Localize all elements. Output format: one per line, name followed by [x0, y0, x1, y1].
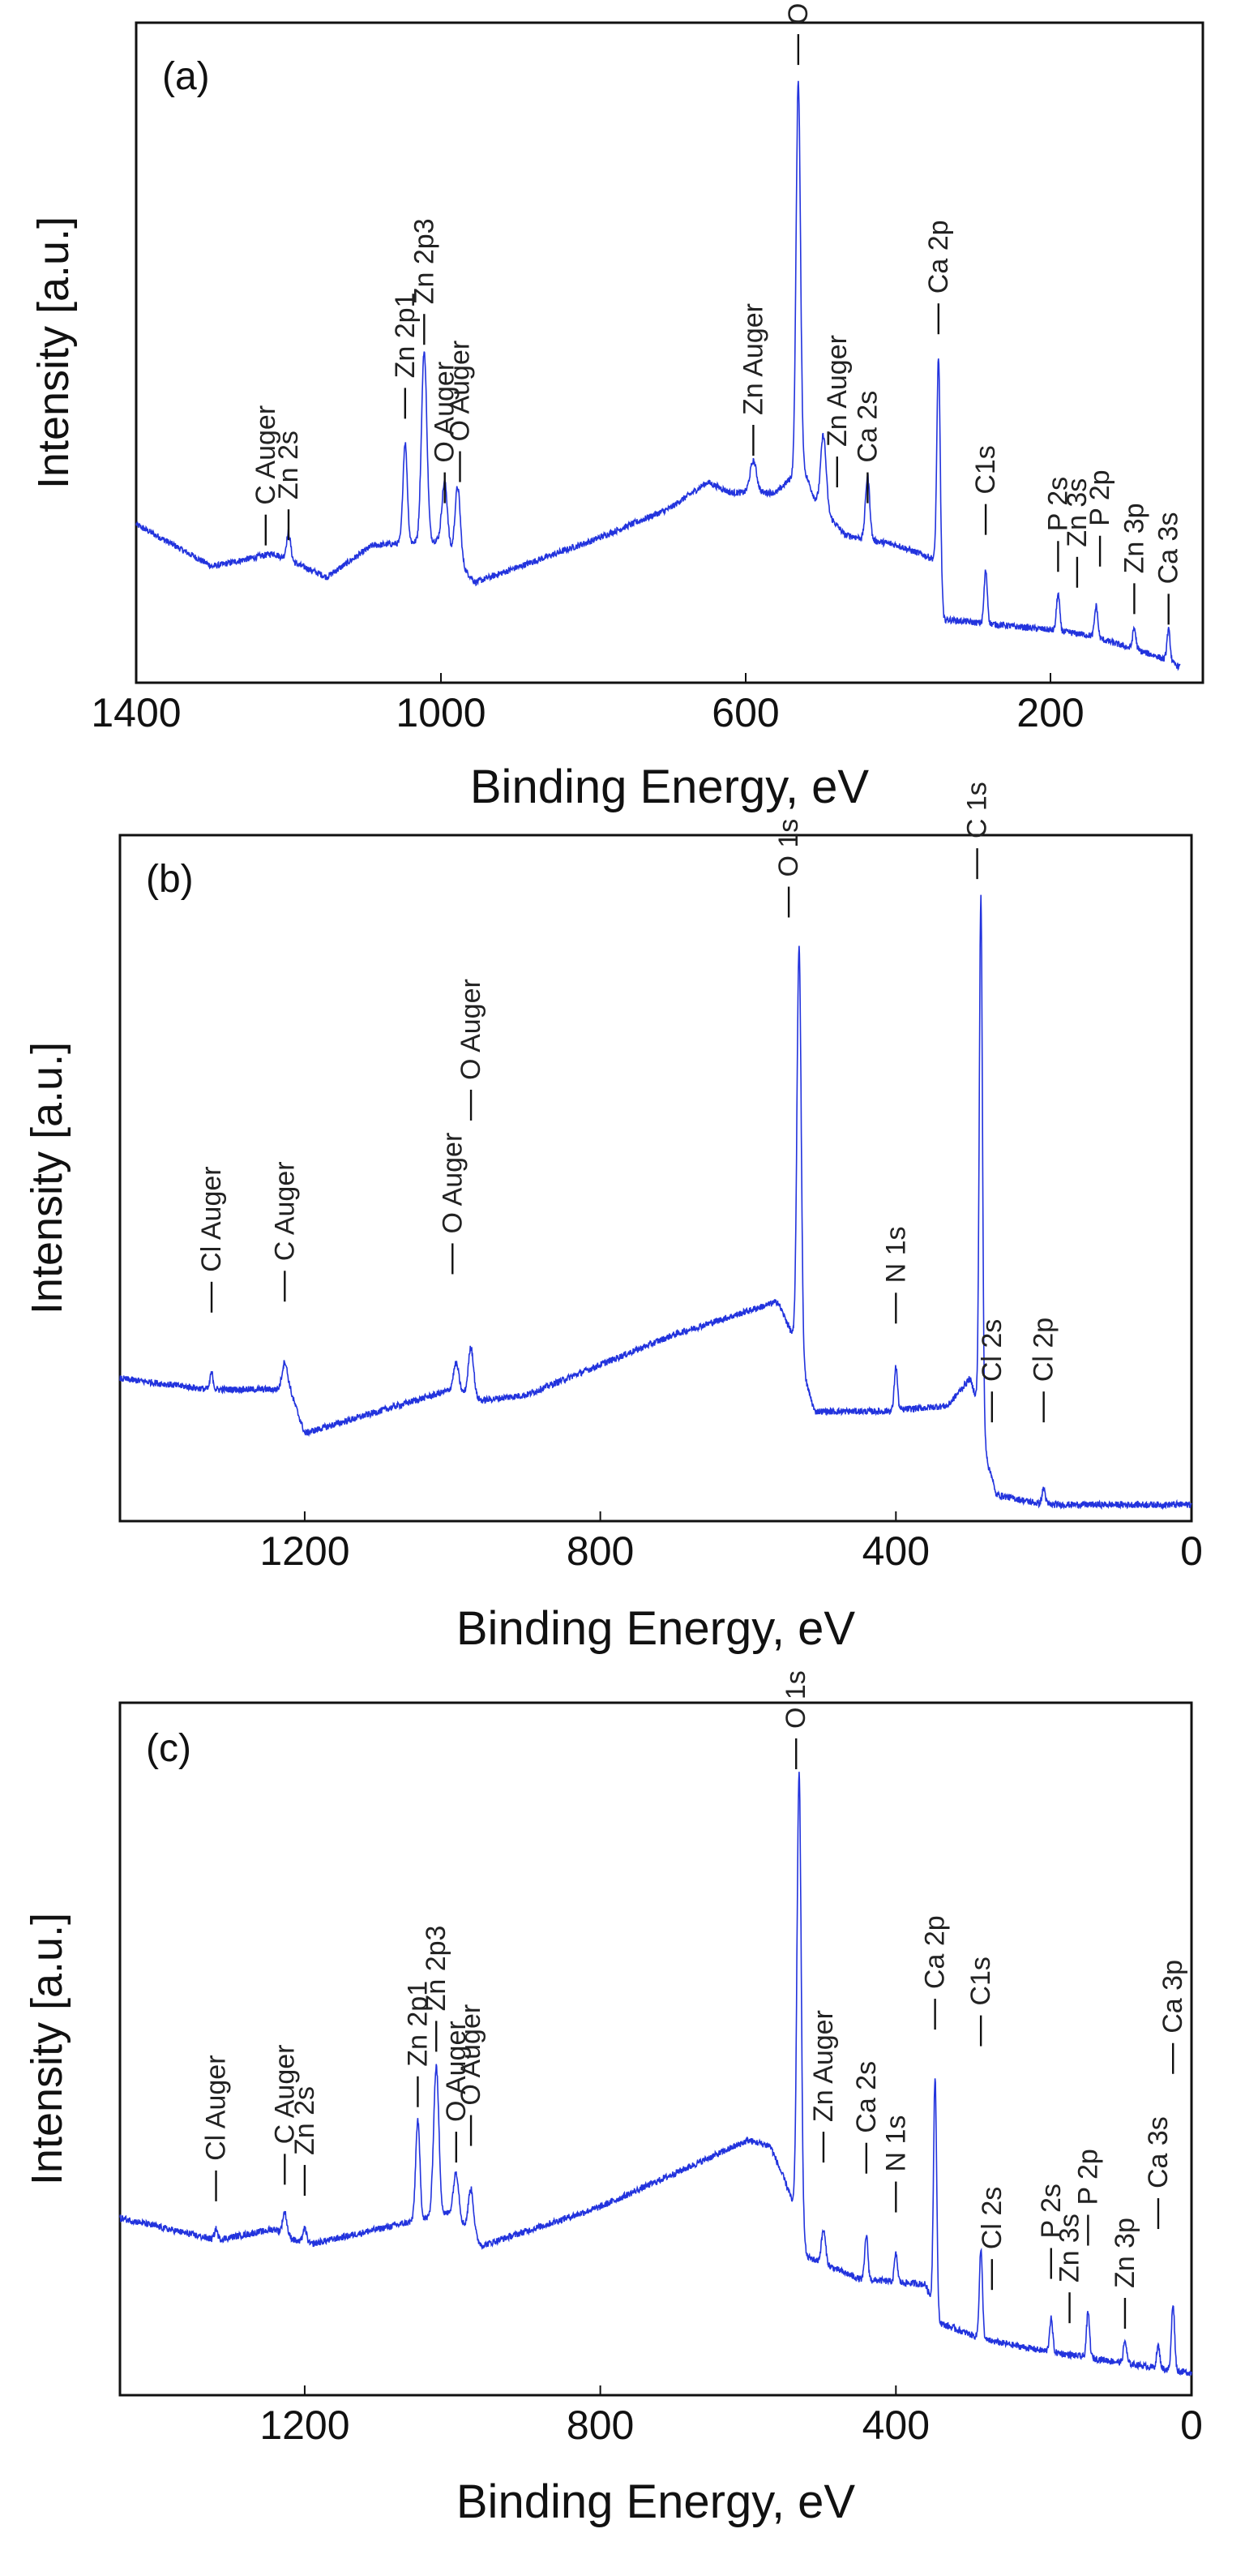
- x-tick-label: 1200: [259, 1528, 349, 1574]
- peak-annotation: Cl Auger: [201, 2055, 232, 2160]
- x-tick-label: 1200: [259, 2402, 349, 2448]
- peak-annotation: Cl 2p: [1029, 1318, 1059, 1382]
- peak-annotation: C1s: [965, 1957, 996, 2005]
- x-axis-label: Binding Energy, eV: [456, 1602, 856, 1655]
- panel-b: 1200 800 400 0 Binding Energy, eV Intensity […: [23, 782, 1203, 1655]
- x-tick-label: 200: [1016, 690, 1084, 735]
- peak-annotation: C Auger: [269, 1161, 300, 1261]
- panel-a: 1400 1000 600 200 Binding Energy, eV Intensit…: [29, 0, 1204, 813]
- peak-annotation: Zn 3p: [1119, 503, 1149, 573]
- peak-annotation: Zn 2p1: [402, 1981, 433, 2067]
- peak-annotation: Zn 2p1: [390, 293, 421, 379]
- peak-annotation: P 2s: [1042, 477, 1073, 531]
- peak-annotation: Zn 3p: [1110, 2218, 1140, 2288]
- x-tick-label: 0: [1180, 2402, 1203, 2448]
- peak-annotation: Ca 2p: [920, 1915, 951, 1989]
- peak-annotation: Ca 2s: [851, 2061, 882, 2133]
- peak-annotation: N 1s: [880, 1226, 911, 1283]
- peak-annotation: Zn 2s: [273, 431, 304, 499]
- peak-annotation: O Auger: [456, 2004, 486, 2106]
- x-tick-label: 0: [1180, 1528, 1203, 1574]
- peak-annotation: Zn 3s: [1055, 2214, 1085, 2282]
- peak-annotation: Zn 2p3: [421, 1926, 451, 2012]
- y-axis-label: Intensity [a.u.]: [23, 1913, 71, 2185]
- panel-c: 1200 800 400 0 Binding Energy, eV Intensity […: [23, 1670, 1203, 2528]
- peak-annotation: O 1s: [783, 0, 814, 24]
- peak-annotation: O Auger: [437, 1133, 468, 1234]
- peak-annotation: O Auger: [430, 362, 460, 463]
- peak-annotation: Zn 2p3: [409, 218, 439, 304]
- x-tick-label: 800: [567, 2402, 634, 2448]
- peak-annotation: Zn Auger: [822, 335, 853, 447]
- peak-annotation: Cl 2s: [977, 2187, 1008, 2249]
- peak-annotation: Cl Auger: [196, 1166, 227, 1271]
- peak-annotation: C Auger: [250, 405, 281, 505]
- peak-annotation: P 2p: [1072, 2149, 1103, 2205]
- x-tick-label: 1400: [91, 690, 181, 735]
- peak-annotation: Zn Auger: [738, 303, 768, 415]
- x-axis-label: Binding Energy, eV: [470, 761, 870, 813]
- peak-annotation: C 1s: [962, 782, 993, 838]
- y-axis-label: Intensity [a.u.]: [23, 1042, 71, 1314]
- spectrum-line: [135, 80, 1181, 671]
- peak-annotation: Ca 3p: [1157, 1960, 1188, 2034]
- peak-annotation: Zn 3s: [1062, 478, 1093, 547]
- peak-annotation: Ca 3s: [1143, 2116, 1174, 2188]
- peak-annotation: Ca 2s: [852, 391, 883, 463]
- x-tick-label: 400: [862, 2402, 930, 2448]
- spectrum-line: [119, 894, 1192, 1511]
- plot-frame: [118, 1701, 1193, 2397]
- peak-annotation: Zn Auger: [808, 2010, 839, 2122]
- peak-annotation: C Auger: [269, 2045, 300, 2145]
- x-tick-label: 600: [712, 690, 779, 735]
- panel-label: (b): [146, 858, 194, 901]
- x-tick-label: 800: [567, 1528, 634, 1574]
- peak-annotation: Cl 2s: [977, 1319, 1008, 1382]
- y-axis-label: Intensity [a.u.]: [29, 216, 78, 489]
- peak-annotation: P 2s: [1036, 2184, 1067, 2238]
- plot-frame: [118, 834, 1193, 1523]
- peak-annotation: O Auger: [445, 341, 476, 442]
- peak-annotation: O 1s: [781, 1670, 811, 1729]
- peak-annotation: O Auger: [441, 2021, 472, 2122]
- peak-annotation: P 2p: [1085, 469, 1115, 525]
- peak-annotation: C1s: [970, 445, 1001, 494]
- peak-annotation: O 1s: [773, 819, 804, 877]
- panel-label: (c): [146, 1727, 191, 1770]
- peak-annotation: O Auger: [456, 979, 486, 1080]
- x-tick-label: 400: [862, 1528, 930, 1574]
- peak-annotation: Zn 2s: [289, 2086, 320, 2155]
- peak-annotation: N 1s: [880, 2115, 911, 2172]
- x-tick-label: 1000: [396, 690, 486, 735]
- plot-frame: [135, 21, 1204, 684]
- x-axis-label: Binding Energy, eV: [456, 2475, 856, 2528]
- spectrum-line: [119, 1772, 1192, 2377]
- peak-annotation: Ca 3s: [1153, 512, 1184, 585]
- panel-label: (a): [162, 55, 210, 98]
- peak-annotation: Ca 2p: [923, 220, 954, 294]
